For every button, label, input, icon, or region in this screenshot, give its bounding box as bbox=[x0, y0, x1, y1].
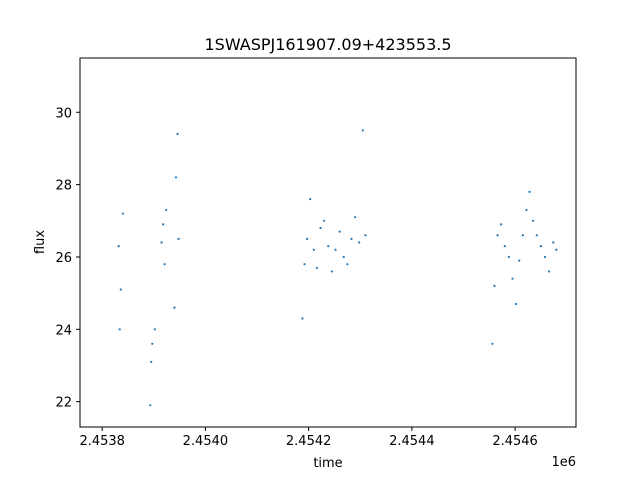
y-tick-label: 26 bbox=[55, 251, 72, 266]
data-point bbox=[543, 255, 547, 259]
data-point bbox=[525, 208, 528, 212]
data-point bbox=[149, 404, 152, 407]
x-tick-label: 2.4544 bbox=[389, 434, 435, 449]
data-point bbox=[342, 255, 345, 259]
data-point bbox=[507, 255, 510, 259]
data-point bbox=[177, 237, 180, 240]
y-axis-ticks: 22 24 26 28 30 bbox=[55, 106, 80, 411]
data-point bbox=[301, 317, 304, 320]
data-point bbox=[119, 288, 122, 291]
data-point bbox=[346, 263, 349, 266]
data-point bbox=[518, 259, 521, 262]
data-point bbox=[121, 212, 124, 215]
data-point bbox=[535, 234, 538, 237]
data-point bbox=[361, 129, 364, 132]
data-point bbox=[338, 230, 341, 233]
data-point bbox=[364, 234, 367, 237]
data-point bbox=[309, 197, 312, 201]
y-tick-label: 22 bbox=[55, 396, 72, 411]
data-point bbox=[515, 302, 518, 306]
data-point bbox=[521, 234, 524, 237]
data-point bbox=[354, 216, 357, 219]
x-tick-label: 2.4538 bbox=[79, 434, 125, 449]
data-point bbox=[548, 270, 551, 273]
x-tick-label: 2.4546 bbox=[492, 434, 538, 449]
data-point bbox=[358, 241, 361, 244]
plot-area bbox=[117, 129, 558, 407]
data-point bbox=[327, 245, 330, 248]
data-point bbox=[306, 237, 309, 240]
data-point bbox=[160, 241, 163, 244]
data-point bbox=[173, 306, 176, 309]
data-point bbox=[532, 219, 535, 222]
data-point bbox=[303, 263, 306, 266]
data-point bbox=[539, 245, 543, 248]
data-point bbox=[500, 223, 503, 226]
data-point bbox=[503, 245, 506, 248]
data-point bbox=[493, 284, 496, 288]
data-point bbox=[162, 223, 165, 226]
data-point bbox=[334, 248, 337, 251]
data-point bbox=[323, 219, 326, 222]
data-point bbox=[118, 328, 121, 331]
data-point bbox=[312, 248, 315, 251]
y-tick-label: 28 bbox=[55, 179, 72, 194]
data-point bbox=[174, 176, 178, 179]
data-point bbox=[151, 342, 154, 345]
x-axis-ticks: 2.4538 2.4540 2.4542 2.4544 2.4546 bbox=[79, 427, 538, 449]
data-point bbox=[117, 245, 120, 248]
data-point bbox=[496, 234, 499, 237]
data-point bbox=[330, 270, 333, 273]
x-axis-offset-label: 1e6 bbox=[551, 455, 576, 470]
data-point bbox=[528, 190, 531, 193]
data-point bbox=[319, 226, 322, 230]
data-point bbox=[165, 208, 168, 212]
data-point bbox=[163, 263, 166, 266]
data-point bbox=[150, 360, 153, 363]
data-point bbox=[511, 277, 514, 280]
data-point bbox=[555, 248, 558, 251]
x-tick-label: 2.4542 bbox=[286, 434, 332, 449]
data-point bbox=[315, 266, 318, 269]
plot-frame bbox=[79, 57, 577, 428]
data-point bbox=[350, 237, 353, 240]
x-tick-label: 2.4540 bbox=[183, 434, 229, 449]
y-tick-label: 30 bbox=[55, 106, 72, 121]
y-axis-label: flux bbox=[33, 230, 48, 254]
y-tick-label: 24 bbox=[55, 323, 72, 338]
data-point bbox=[491, 342, 494, 345]
data-point bbox=[153, 328, 156, 331]
chart-title: 1SWASPJ161907.09+423553.5 bbox=[204, 35, 451, 54]
data-point bbox=[552, 241, 555, 244]
x-axis-label: time bbox=[313, 456, 342, 471]
data-point bbox=[176, 132, 179, 136]
